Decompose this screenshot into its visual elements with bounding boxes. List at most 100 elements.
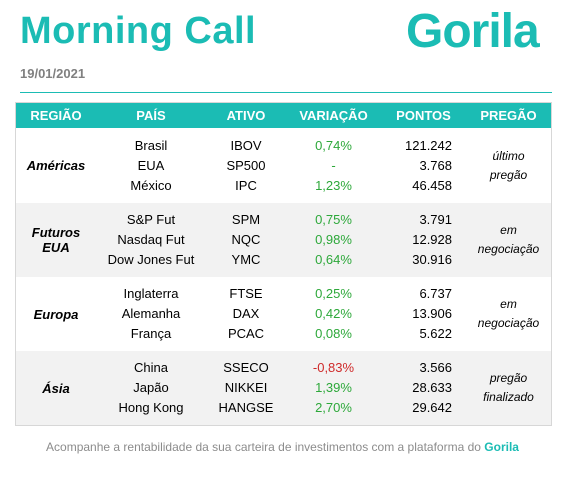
session-status: em negociação <box>466 295 551 333</box>
change-cell: 2,70% <box>315 400 352 415</box>
points-cell: 5.622 <box>419 326 452 341</box>
region-group-futures-usa: Futuros EUA S&P Fut Nasdaq Fut Dow Jones… <box>16 203 551 277</box>
asset-cell: FTSE <box>229 286 263 301</box>
column-header-country: PAÍS <box>136 108 166 123</box>
asset-cell: DAX <box>232 306 260 321</box>
points-cell: 6.737 <box>419 286 452 301</box>
footer-note: Acompanhe a rentabilidade da sua carteir… <box>0 440 565 454</box>
asset-column: IBOV SP500 IPC <box>206 136 286 196</box>
country-column: China Japão Hong Kong <box>96 358 206 418</box>
points-cell: 30.916 <box>412 252 452 267</box>
points-column: 3.566 28.633 29.642 <box>381 358 466 418</box>
asset-column: SSECO NIKKEI HANGSE <box>206 358 286 418</box>
country-cell: França <box>130 326 172 341</box>
change-column: 0,25% 0,42% 0,08% <box>286 284 381 344</box>
page-title: Morning Call <box>20 10 257 52</box>
country-cell: Japão <box>133 380 169 395</box>
country-cell: Brasil <box>134 137 168 153</box>
country-cell: Alemanha <box>121 306 181 321</box>
points-column: 121.242 3.768 46.458 <box>381 136 466 196</box>
region-label: Futuros EUA <box>16 225 96 255</box>
session-status-line: pregão <box>489 167 528 182</box>
session-status: em negociação <box>466 221 551 259</box>
region-label-line: Europa <box>33 306 79 322</box>
points-cell: 121.242 <box>405 137 452 153</box>
change-cell: 0,25% <box>315 286 352 301</box>
country-column: S&P Fut Nasdaq Fut Dow Jones Fut <box>96 210 206 270</box>
change-cell: 0,08% <box>315 326 352 341</box>
region-label-line: Futuros <box>31 225 81 240</box>
points-cell: 46.458 <box>412 177 452 193</box>
points-cell: 29.642 <box>412 400 452 415</box>
change-column: 0,75% 0,98% 0,64% <box>286 210 381 270</box>
report-date: 19/01/2021 <box>20 66 86 81</box>
asset-cell: IPC <box>235 177 257 193</box>
region-label: Europa <box>16 307 96 322</box>
points-column: 3.791 12.928 30.916 <box>381 210 466 270</box>
country-cell: Hong Kong <box>118 400 184 415</box>
session-status-line: em <box>500 223 517 237</box>
country-column: Inglaterra Alemanha França <box>96 284 206 344</box>
change-cell: 1,23% <box>315 177 352 193</box>
session-status-line: negociação <box>477 316 540 330</box>
column-header-points: PONTOS <box>396 108 451 123</box>
points-column: 6.737 13.906 5.622 <box>381 284 466 344</box>
column-header-session: PREGÃO <box>480 108 537 123</box>
column-header-asset: ATIVO <box>226 108 266 123</box>
change-cell: 0,98% <box>315 232 352 247</box>
session-status-line: negociação <box>477 242 540 256</box>
region-label-line: Ásia <box>42 380 70 396</box>
change-cell: -0,83% <box>312 360 355 375</box>
change-cell: 1,39% <box>315 380 352 395</box>
asset-cell: SSECO <box>223 360 269 375</box>
asset-cell: YMC <box>231 252 261 267</box>
footer-brand-link[interactable]: Gorila <box>484 440 519 454</box>
change-cell: - <box>331 157 336 173</box>
change-column: 0,74% - 1,23% <box>286 136 381 196</box>
country-cell: EUA <box>137 157 165 173</box>
session-status-line: finalizado <box>483 390 534 404</box>
points-cell: 3.791 <box>419 212 452 227</box>
header-divider <box>20 92 552 93</box>
country-column: Brasil EUA México <box>96 136 206 196</box>
points-cell: 28.633 <box>412 380 452 395</box>
session-status: último pregão <box>466 147 551 185</box>
country-cell: China <box>134 360 168 375</box>
region-group-americas: Américas Brasil EUA México IBOV SP500 IP… <box>16 128 551 203</box>
change-cell: 0,42% <box>315 306 352 321</box>
market-table: REGIÃO PAÍS ATIVO VARIAÇÃO PONTOS PREGÃO… <box>15 102 552 426</box>
region-label: Ásia <box>16 381 96 396</box>
points-cell: 12.928 <box>412 232 452 247</box>
points-cell: 3.768 <box>419 157 452 173</box>
column-header-change: VARIAÇÃO <box>299 108 368 123</box>
asset-cell: SPM <box>231 212 261 227</box>
gorila-logo: Gorila <box>406 5 540 58</box>
asset-cell: HANGSE <box>218 400 274 415</box>
asset-cell: SP500 <box>226 157 266 173</box>
footer-text: Acompanhe a rentabilidade da sua carteir… <box>46 440 485 454</box>
points-cell: 3.566 <box>419 360 452 375</box>
session-status-line: em <box>500 297 517 311</box>
table-header: REGIÃO PAÍS ATIVO VARIAÇÃO PONTOS PREGÃO <box>16 103 551 128</box>
asset-cell: IBOV <box>230 137 262 153</box>
change-cell: 0,74% <box>315 137 352 153</box>
session-status: pregão finalizado <box>466 369 551 407</box>
change-cell: 0,75% <box>315 212 352 227</box>
asset-column: SPM NQC YMC <box>206 210 286 270</box>
country-cell: México <box>130 177 172 193</box>
column-header-region: REGIÃO <box>30 108 82 123</box>
country-cell: Inglaterra <box>123 286 179 301</box>
region-label-line: EUA <box>42 240 70 255</box>
country-cell: S&P Fut <box>126 212 176 227</box>
session-status-line: pregão <box>489 371 528 385</box>
region-group-europe: Europa Inglaterra Alemanha França FTSE D… <box>16 277 551 351</box>
asset-cell: NIKKEI <box>224 380 268 395</box>
points-cell: 13.906 <box>412 306 452 321</box>
change-cell: 0,64% <box>315 252 352 267</box>
asset-cell: NQC <box>231 232 261 247</box>
session-status-line: último <box>492 148 525 163</box>
region-label-line: Américas <box>26 158 86 173</box>
change-column: -0,83% 1,39% 2,70% <box>286 358 381 418</box>
country-cell: Nasdaq Fut <box>117 232 185 247</box>
asset-column: FTSE DAX PCAC <box>206 284 286 344</box>
